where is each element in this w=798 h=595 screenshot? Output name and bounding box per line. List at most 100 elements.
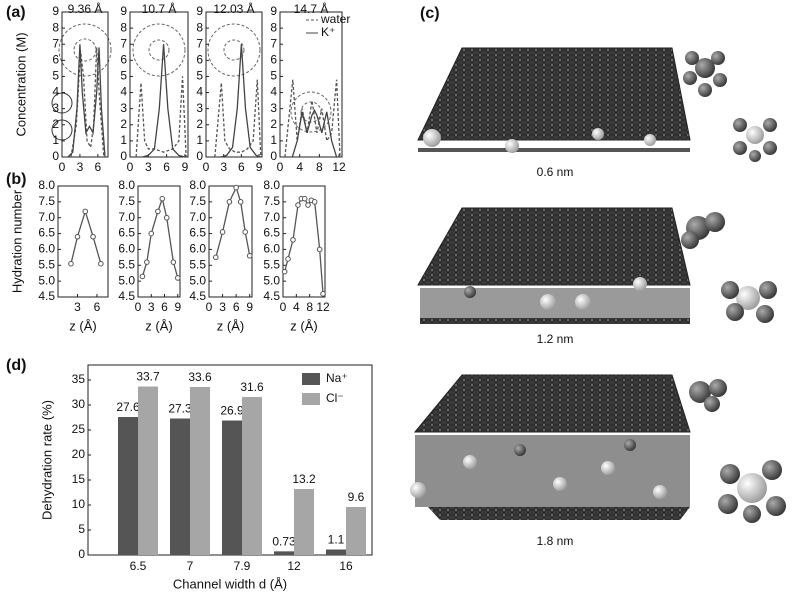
x-axis-label: z (Å) bbox=[69, 318, 96, 333]
marker bbox=[74, 233, 81, 240]
x-tick-label: 6 bbox=[238, 160, 245, 174]
x-tick-label: 9 bbox=[174, 300, 181, 314]
marker bbox=[290, 237, 296, 243]
y-tick-label: 4.5 bbox=[38, 289, 55, 303]
series-line bbox=[291, 108, 338, 158]
x-tick-label: 6 bbox=[233, 300, 240, 314]
slab-18 bbox=[410, 374, 691, 520]
legend-label: K⁺ bbox=[321, 25, 335, 39]
x-tick-label: 0 bbox=[206, 300, 213, 314]
y-axis-label: Concentration (M) bbox=[13, 32, 28, 136]
x-tick-label: 6 bbox=[94, 300, 101, 314]
y-tick-label: 7 bbox=[196, 36, 203, 50]
x-axis-label: z (Å) bbox=[217, 318, 244, 333]
y-tick-label: 5.5 bbox=[263, 257, 280, 271]
y-tick-label: 10 bbox=[72, 497, 86, 511]
x-tick-label: 3 bbox=[148, 300, 155, 314]
y-tick-label: 2 bbox=[196, 117, 203, 131]
marker bbox=[233, 184, 239, 191]
value-label: 33.7 bbox=[136, 370, 160, 384]
slab-12 bbox=[417, 207, 691, 324]
bar bbox=[222, 420, 242, 555]
y-tick-label: 5.0 bbox=[118, 273, 135, 287]
marker bbox=[155, 208, 161, 215]
legend-label: water bbox=[320, 12, 350, 26]
value-label: 26.9 bbox=[220, 404, 244, 418]
x-tick-label: 0 bbox=[59, 160, 66, 174]
y-tick-label: 3 bbox=[52, 101, 59, 115]
x-tick-label: 9 bbox=[182, 160, 189, 174]
panel-label: (b) bbox=[6, 171, 26, 188]
y-tick-label: 25 bbox=[72, 422, 86, 436]
bar bbox=[294, 489, 314, 555]
marker bbox=[163, 214, 170, 221]
marker bbox=[219, 229, 226, 235]
y-tick-label: 2 bbox=[52, 117, 59, 131]
chart-title: 12.03 Å bbox=[213, 1, 254, 16]
y-tick-label: 4 bbox=[196, 85, 203, 99]
y-tick-label: 0 bbox=[52, 149, 59, 163]
plot-frame bbox=[137, 185, 181, 298]
x-tick-label: 0 bbox=[127, 160, 134, 174]
marker bbox=[139, 273, 146, 280]
marker bbox=[242, 229, 249, 235]
x-tick-label: 0 bbox=[277, 160, 284, 174]
value-label: 9.6 bbox=[348, 490, 365, 504]
y-tick-label: 8.0 bbox=[38, 178, 55, 192]
x-tick-label: 3 bbox=[219, 300, 226, 314]
x-tick-label: 9 bbox=[246, 300, 253, 314]
y-tick-label: 6.0 bbox=[189, 242, 206, 256]
x-tick-label: 6.5 bbox=[130, 559, 147, 573]
y-tick-label: 5 bbox=[78, 522, 85, 536]
plot-frame bbox=[282, 185, 326, 298]
marker bbox=[159, 195, 166, 202]
series-line bbox=[220, 44, 261, 158]
legend-label: Cl⁻ bbox=[326, 391, 344, 405]
y-tick-label: 8.0 bbox=[189, 178, 206, 192]
marker bbox=[90, 233, 96, 240]
y-tick-label: 7 bbox=[120, 36, 127, 50]
panel-label: (a) bbox=[6, 4, 26, 21]
value-label: 27.6 bbox=[116, 400, 140, 414]
y-tick-label: 0 bbox=[78, 547, 85, 561]
y-tick-label: 7.0 bbox=[38, 210, 55, 224]
series-line bbox=[215, 185, 251, 258]
y-tick-label: 8 bbox=[52, 20, 59, 34]
marker bbox=[144, 259, 150, 265]
y-tick-label: 7 bbox=[52, 36, 59, 50]
x-tick-label: 3 bbox=[77, 160, 84, 174]
y-tick-label: 5 bbox=[270, 69, 277, 83]
series-line bbox=[142, 44, 186, 158]
marker bbox=[295, 202, 301, 208]
hydration-shells bbox=[58, 23, 332, 133]
series-line bbox=[141, 196, 179, 279]
y-tick-label: 3 bbox=[120, 101, 127, 115]
caption: 1.8 nm bbox=[537, 534, 574, 548]
x-tick-label: 3 bbox=[74, 300, 81, 314]
y-tick-label: 8 bbox=[196, 20, 203, 34]
y-tick-label: 5.0 bbox=[38, 273, 55, 287]
x-axis-label: z (Å) bbox=[290, 318, 317, 333]
y-tick-label: 1 bbox=[52, 133, 59, 147]
y-tick-label: 6 bbox=[120, 53, 127, 67]
bar bbox=[326, 549, 346, 555]
x-tick-label: 12 bbox=[332, 160, 346, 174]
y-tick-label: 20 bbox=[72, 447, 86, 461]
chart-title: 10.7 Å bbox=[142, 1, 177, 16]
marker bbox=[82, 208, 89, 215]
bar bbox=[242, 397, 262, 555]
legend-label: Na⁺ bbox=[326, 371, 348, 385]
bar bbox=[170, 418, 190, 555]
value-label: 27.3 bbox=[168, 402, 192, 416]
y-tick-label: 6.0 bbox=[38, 242, 55, 256]
x-tick-label: 6 bbox=[161, 300, 168, 314]
marker bbox=[170, 259, 177, 265]
marker bbox=[237, 199, 244, 205]
y-tick-label: 7.5 bbox=[189, 194, 206, 208]
marker bbox=[305, 202, 311, 208]
bar bbox=[118, 417, 138, 555]
value-label: 13.2 bbox=[292, 472, 316, 486]
marker bbox=[212, 254, 219, 261]
y-tick-label: 7.5 bbox=[263, 194, 280, 208]
